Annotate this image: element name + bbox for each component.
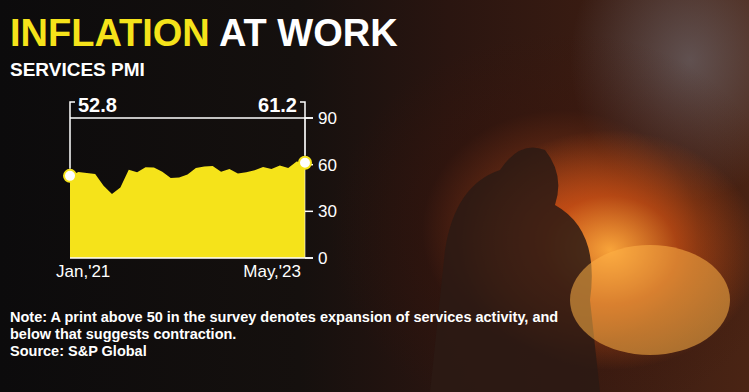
label-bracket	[300, 102, 305, 156]
tick-label: 30	[318, 202, 337, 221]
source: Source: S&P Global	[10, 343, 570, 360]
tick	[305, 257, 313, 259]
frame-top	[70, 117, 313, 119]
title-part: INFLATION	[10, 12, 210, 54]
data-label: 61.2	[258, 94, 297, 116]
note: Note: A print above 50 in the survey den…	[10, 309, 570, 343]
note-block: Note: A print above 50 in the survey den…	[10, 309, 570, 360]
title-part: AT WORK	[210, 12, 398, 54]
subtitle: SERVICES PMI	[10, 59, 145, 80]
tick	[305, 211, 313, 213]
label-bracket	[70, 102, 75, 169]
area	[70, 162, 305, 258]
frame-bottom	[70, 257, 313, 259]
plot-area	[70, 162, 305, 258]
end-dot	[64, 170, 76, 182]
end-dot	[299, 157, 311, 169]
title: INFLATION AT WORK	[10, 12, 398, 54]
tick-label: 60	[318, 156, 337, 175]
x-label: Jan,'21	[56, 262, 110, 281]
silhouette	[430, 148, 600, 392]
tick-label: 90	[318, 109, 337, 128]
stage: {"chart_data": {"type": "area", "title":…	[0, 0, 749, 392]
tick-label: 0	[318, 249, 327, 268]
data-label: 52.8	[78, 94, 117, 116]
tick	[305, 117, 313, 119]
x-label: May,'23	[243, 262, 301, 281]
glow	[570, 245, 730, 355]
